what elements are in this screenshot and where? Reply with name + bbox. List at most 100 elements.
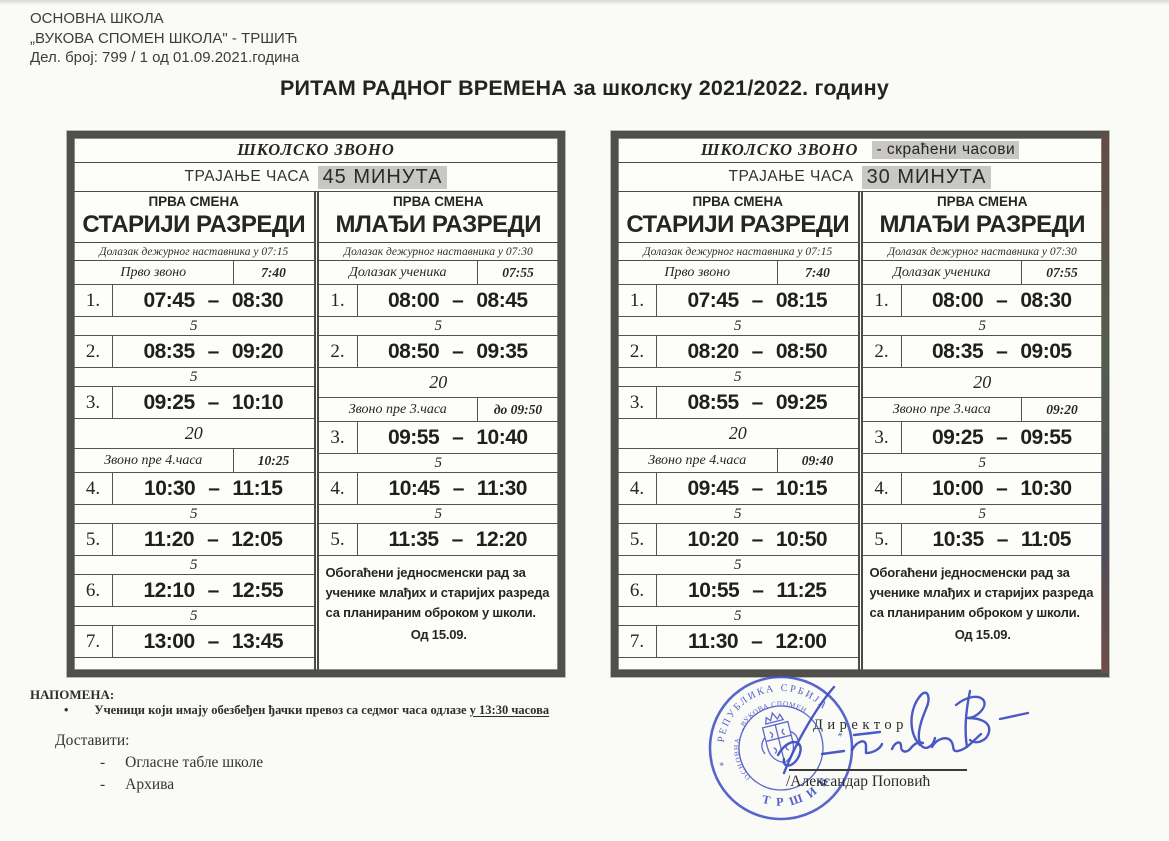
period-times: 10:35–11:05: [902, 528, 1103, 552]
period-times: 10:30–11:15: [113, 477, 314, 501]
period-number: 1.: [863, 285, 902, 316]
director-label: Директор: [813, 717, 908, 733]
period-number: 3.: [319, 422, 358, 453]
dash-separator: –: [996, 527, 1009, 551]
period-start-time: 09:25: [931, 425, 984, 449]
break-row: 5: [74, 368, 314, 387]
dash-separator: –: [751, 527, 764, 551]
teacher-arrival-note: Долазак дежурног наставника у 07:30: [318, 243, 558, 261]
period-start-time: 10:45: [388, 476, 441, 500]
period-row: 3. 08:55–09:25: [618, 387, 858, 419]
period-start-time: 10:35: [932, 527, 985, 551]
period-number: 4.: [618, 473, 657, 504]
dash-separator: –: [207, 527, 219, 551]
period-times: 11:30–12:00: [657, 630, 858, 654]
period-row: 2. 08:50–09:35: [318, 336, 558, 368]
bell-row: Звоно пре 4.часа 09:40: [618, 449, 858, 473]
period-end-time: 08:15: [775, 288, 828, 312]
period-times: 13:00–13:45: [113, 630, 314, 654]
period-end-time: 08:30: [231, 288, 284, 312]
letterhead-school-subname: „ВУКОВА СПОМЕН ШКОЛА" - ТРШИЋ: [30, 29, 298, 47]
shift-label: ПРВА СМЕНА: [936, 194, 1028, 209]
period-end-time: 10:10: [231, 390, 284, 414]
period-times: 11:20–12:05: [113, 528, 314, 552]
dash-separator: –: [751, 339, 764, 363]
period-number: 4.: [863, 473, 902, 504]
bell-row-label: Звоно пре 3.часа: [892, 401, 991, 417]
period-row: 5. 10:20–10:50: [618, 524, 858, 556]
napomena-text: Ученици који имају обезбеђен ђачки прево…: [94, 703, 550, 717]
dash-separator: –: [996, 288, 1008, 312]
letterhead-doc-number: Дел. број: 799 / 1 од 01.09.2021.година: [30, 49, 300, 66]
period-times: 11:35–12:20: [358, 528, 559, 552]
scan-edge-artifact: [0, 0, 1169, 5]
dash-separator: –: [452, 425, 464, 449]
period-start-time: 07:45: [687, 288, 739, 312]
napomena-item: • Ученици који имају обезбеђен ђачки пре…: [64, 703, 624, 718]
page-title: РИТАМ РАДНОГ ВРЕМЕНА за школску 2021/202…: [279, 76, 890, 100]
break-row: 20: [862, 368, 1102, 398]
period-start-time: 09:55: [387, 425, 440, 449]
period-times: 09:25–09:55: [902, 426, 1103, 450]
period-times: 07:45–08:30: [113, 289, 314, 313]
period-start-time: 08:35: [931, 339, 984, 363]
period-end-time: 13:45: [231, 629, 284, 653]
bell-row-time: 07:55: [1021, 261, 1102, 284]
period-start-time: 11:20: [144, 527, 195, 551]
table-columns: ПРВА СМЕНА СТАРИЈИ РАЗРЕДИ Долазак дежурно…: [74, 192, 558, 670]
period-times: 09:25–10:10: [113, 391, 314, 415]
stamp-star-left: *: [718, 760, 726, 772]
period-start-time: 08:35: [143, 339, 195, 363]
bell-row: Прво звоно 7:40: [618, 261, 858, 285]
dash-prefix: -: [100, 754, 106, 771]
period-start-time: 09:45: [687, 476, 739, 500]
letterhead: ОСНОВНА ШКОЛА „ВУКОВА СПОМЕН ШКОЛА" - ТР…: [30, 9, 299, 68]
period-row: 6. 12:10–12:55: [74, 575, 314, 607]
bullet-icon: •: [64, 703, 69, 717]
period-start-time: 08:55: [687, 390, 739, 414]
period-times: 10:55–11:25: [657, 579, 858, 603]
dostaviti-item: - Архива: [100, 776, 174, 794]
dash-separator: –: [751, 476, 764, 500]
shift-label: ПРВА СМЕНА: [692, 194, 784, 209]
period-end-time: 11:25: [776, 578, 827, 602]
period-number: 2.: [74, 336, 113, 367]
period-times: 08:00–08:30: [902, 289, 1103, 313]
schedule-column: ПРВА СМЕНА СТАРИЈИ РАЗРЕДИ Долазак дежурно…: [618, 192, 858, 670]
period-row: 3. 09:25–09:55: [862, 422, 1103, 454]
table-columns: ПРВА СМЕНА СТАРИЈИ РАЗРЕДИ Долазак дежурно…: [618, 192, 1102, 670]
bell-table-title-text: ШКОЛСКО ЗВОНО: [237, 140, 395, 159]
period-end-time: 10:30: [1020, 476, 1072, 500]
period-end-time: 10:15: [775, 476, 828, 500]
break-row: 20: [618, 419, 858, 449]
single-shift-note-text: Обогаћени једносменски рад за ученике мл…: [869, 565, 1094, 621]
dash-separator: –: [751, 288, 764, 312]
lesson-duration-value: 45 МИНУТА: [317, 165, 448, 189]
bell-table-title-text: ШКОЛСКО ЗВОНО: [700, 140, 859, 159]
period-number: 2.: [863, 336, 902, 367]
letterhead-school-name: ОСНОВНА ШКОЛА: [30, 10, 164, 27]
period-times: 08:00–08:45: [358, 289, 559, 313]
bell-row: Долазак ученика 07:55: [862, 261, 1102, 285]
break-row: 5: [862, 454, 1102, 473]
dash-separator: –: [996, 476, 1008, 500]
period-start-time: 13:00: [143, 629, 195, 653]
break-row: 5: [618, 607, 858, 626]
period-end-time: 12:20: [475, 527, 528, 551]
bell-row: Звоно пре 4.часа 10:25: [74, 449, 314, 473]
single-shift-note: Обогаћени једносменски рад за ученике мл…: [863, 556, 1103, 670]
shift-label: ПРВА СМЕНА: [392, 194, 484, 209]
break-row: 5: [618, 505, 858, 524]
single-shift-note-date: Од 15.09.: [954, 627, 1011, 643]
period-start-time: 11:35: [388, 527, 440, 551]
period-end-time: 12:00: [775, 629, 827, 653]
dash-separator: –: [452, 476, 465, 500]
period-start-time: 08:00: [931, 288, 984, 312]
bell-row-label: Звоно пре 3.часа: [348, 401, 447, 417]
break-row: 5: [618, 556, 858, 575]
dash-prefix: -: [100, 776, 106, 793]
period-start-time: 07:45: [143, 288, 195, 312]
period-row: 2. 08:35–09:05: [862, 336, 1102, 368]
period-row: 4. 10:30–11:15: [74, 473, 314, 505]
